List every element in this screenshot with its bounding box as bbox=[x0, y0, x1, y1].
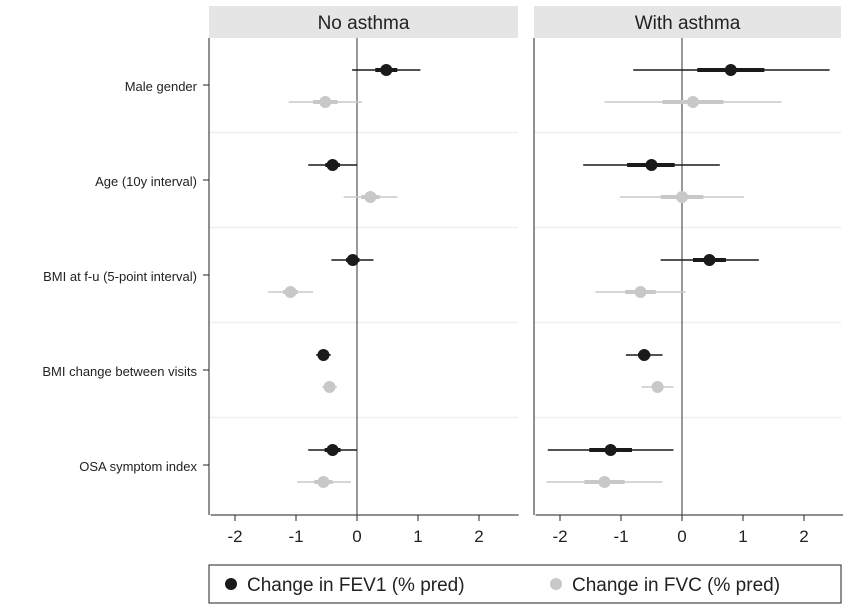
panel-title: No asthma bbox=[318, 13, 410, 34]
estimate-point bbox=[651, 381, 664, 393]
panel-strip bbox=[209, 6, 518, 38]
covariate-label: OSA symptom index bbox=[79, 459, 197, 474]
estimate-point bbox=[634, 286, 647, 298]
estimate-point bbox=[319, 96, 332, 108]
panel-title: With asthma bbox=[635, 13, 741, 34]
x-tick-label: 0 bbox=[352, 527, 361, 546]
estimate-point bbox=[284, 286, 297, 298]
x-tick-label: -1 bbox=[288, 527, 303, 546]
estimate-point bbox=[380, 64, 393, 76]
estimate-point bbox=[638, 349, 651, 361]
estimate-point bbox=[604, 444, 617, 456]
legend-marker-fev1 bbox=[225, 578, 237, 590]
estimate-point bbox=[686, 96, 699, 108]
estimate-point bbox=[364, 191, 377, 203]
legend: Change in FEV1 (% pred) Change in FVC (%… bbox=[208, 564, 842, 604]
panel-strip bbox=[534, 6, 841, 38]
estimate-point bbox=[703, 254, 716, 266]
legend-marker-fvc bbox=[550, 578, 562, 590]
x-tick-label: 1 bbox=[738, 527, 747, 546]
covariate-labels: Male gender Age (10y interval) BMI at f-… bbox=[42, 79, 197, 474]
x-tick-label: 2 bbox=[474, 527, 483, 546]
estimate-point bbox=[323, 381, 336, 393]
covariate-label: BMI at f-u (5-point interval) bbox=[43, 269, 197, 284]
estimate-point bbox=[326, 444, 339, 456]
covariate-label: Age (10y interval) bbox=[95, 174, 197, 189]
estimate-point bbox=[724, 64, 737, 76]
x-tick-label: -1 bbox=[613, 527, 628, 546]
x-tick-label: 0 bbox=[677, 527, 686, 546]
estimate-point bbox=[326, 159, 339, 171]
estimate-point bbox=[317, 349, 330, 361]
x-tick-label: -2 bbox=[552, 527, 567, 546]
legend-label-fvc: Change in FVC (% pred) bbox=[572, 575, 780, 596]
covariate-label: Male gender bbox=[125, 79, 198, 94]
legend-label-fev1: Change in FEV1 (% pred) bbox=[247, 575, 465, 596]
panel-no-asthma: No asthma -2 -1 0 1 2 bbox=[203, 6, 519, 546]
x-tick-label: -2 bbox=[227, 527, 242, 546]
x-tick-label: 2 bbox=[799, 527, 808, 546]
estimate-point bbox=[598, 476, 611, 488]
estimate-point bbox=[346, 254, 359, 266]
panel-with-asthma: With asthma -2 -1 0 1 2 bbox=[533, 6, 843, 546]
legend-box bbox=[208, 564, 842, 604]
x-tick-label: 1 bbox=[413, 527, 422, 546]
estimate-point bbox=[645, 159, 658, 171]
estimate-point bbox=[317, 476, 330, 488]
estimate-point bbox=[676, 191, 688, 203]
covariate-label: BMI change between visits bbox=[42, 364, 197, 379]
